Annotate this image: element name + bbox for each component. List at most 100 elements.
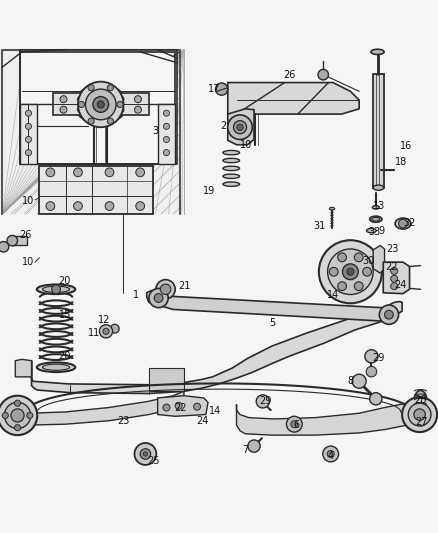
Circle shape xyxy=(7,236,18,246)
Text: 32: 32 xyxy=(403,217,416,228)
Ellipse shape xyxy=(223,174,240,179)
Text: 29: 29 xyxy=(372,353,385,362)
Circle shape xyxy=(233,120,247,134)
Circle shape xyxy=(136,201,145,211)
Text: 20: 20 xyxy=(59,351,71,361)
Circle shape xyxy=(149,288,168,308)
Polygon shape xyxy=(158,395,208,416)
Text: 13: 13 xyxy=(373,201,385,211)
Circle shape xyxy=(78,106,85,113)
Circle shape xyxy=(228,115,252,140)
Text: 10: 10 xyxy=(22,257,35,267)
Circle shape xyxy=(352,374,366,388)
Circle shape xyxy=(385,310,393,319)
Polygon shape xyxy=(149,368,184,391)
Circle shape xyxy=(134,443,156,465)
Circle shape xyxy=(4,402,31,429)
Circle shape xyxy=(286,416,302,432)
Circle shape xyxy=(156,280,175,299)
Circle shape xyxy=(194,403,201,410)
Text: 28: 28 xyxy=(414,395,427,405)
Polygon shape xyxy=(2,50,184,214)
Circle shape xyxy=(74,201,82,211)
Ellipse shape xyxy=(370,216,382,222)
Text: 26: 26 xyxy=(19,230,32,240)
Text: 6: 6 xyxy=(293,420,299,430)
Text: 22: 22 xyxy=(385,262,397,272)
Text: 14: 14 xyxy=(327,290,339,300)
Text: 19: 19 xyxy=(203,186,215,196)
Circle shape xyxy=(347,268,354,275)
Ellipse shape xyxy=(81,91,120,118)
Circle shape xyxy=(365,350,378,363)
Text: 23: 23 xyxy=(117,416,130,426)
Circle shape xyxy=(408,403,431,426)
Circle shape xyxy=(338,253,346,262)
Polygon shape xyxy=(228,109,254,145)
Ellipse shape xyxy=(223,158,240,163)
Circle shape xyxy=(0,395,37,435)
Text: 3: 3 xyxy=(152,126,159,136)
Polygon shape xyxy=(8,391,184,425)
Text: 8: 8 xyxy=(347,376,353,386)
Circle shape xyxy=(354,282,363,290)
Circle shape xyxy=(414,409,425,420)
Circle shape xyxy=(134,106,141,113)
Circle shape xyxy=(160,284,171,295)
Circle shape xyxy=(391,268,398,274)
Circle shape xyxy=(14,400,21,406)
Circle shape xyxy=(402,397,437,432)
Circle shape xyxy=(117,106,124,113)
Circle shape xyxy=(88,85,94,91)
Circle shape xyxy=(338,282,346,290)
Text: 31: 31 xyxy=(314,221,326,231)
Circle shape xyxy=(25,123,32,130)
Text: 1: 1 xyxy=(133,290,139,300)
Text: 25: 25 xyxy=(147,456,159,466)
Circle shape xyxy=(391,282,398,290)
Polygon shape xyxy=(383,262,410,294)
Circle shape xyxy=(291,421,298,427)
Text: 15: 15 xyxy=(59,310,71,320)
Circle shape xyxy=(117,96,124,103)
Circle shape xyxy=(134,96,141,103)
Ellipse shape xyxy=(372,217,380,221)
Ellipse shape xyxy=(414,391,427,413)
Circle shape xyxy=(215,83,228,95)
Circle shape xyxy=(11,409,24,422)
Text: 23: 23 xyxy=(387,244,399,254)
Text: 21: 21 xyxy=(178,281,190,291)
Circle shape xyxy=(46,201,55,211)
Circle shape xyxy=(107,118,113,124)
Text: 16: 16 xyxy=(400,141,413,151)
Text: 20: 20 xyxy=(59,276,71,286)
Circle shape xyxy=(143,452,148,456)
Polygon shape xyxy=(53,93,149,115)
Circle shape xyxy=(117,101,123,108)
Text: 11: 11 xyxy=(88,328,100,338)
Polygon shape xyxy=(373,74,384,188)
Circle shape xyxy=(27,413,33,418)
Circle shape xyxy=(60,96,67,103)
Text: 27: 27 xyxy=(416,417,428,427)
Circle shape xyxy=(110,324,119,333)
Circle shape xyxy=(14,425,21,431)
Ellipse shape xyxy=(74,85,127,124)
Polygon shape xyxy=(147,290,394,321)
Text: 24: 24 xyxy=(394,280,406,290)
Polygon shape xyxy=(20,104,37,164)
Circle shape xyxy=(25,136,32,142)
Ellipse shape xyxy=(371,49,384,54)
Circle shape xyxy=(52,285,60,294)
Circle shape xyxy=(391,275,398,282)
Circle shape xyxy=(354,253,363,262)
Circle shape xyxy=(379,305,399,324)
Polygon shape xyxy=(32,302,402,393)
Circle shape xyxy=(99,325,113,338)
Circle shape xyxy=(107,85,113,91)
Circle shape xyxy=(416,415,427,426)
Circle shape xyxy=(74,168,82,177)
Text: 33: 33 xyxy=(369,228,381,237)
Circle shape xyxy=(163,150,170,156)
Ellipse shape xyxy=(42,364,70,370)
